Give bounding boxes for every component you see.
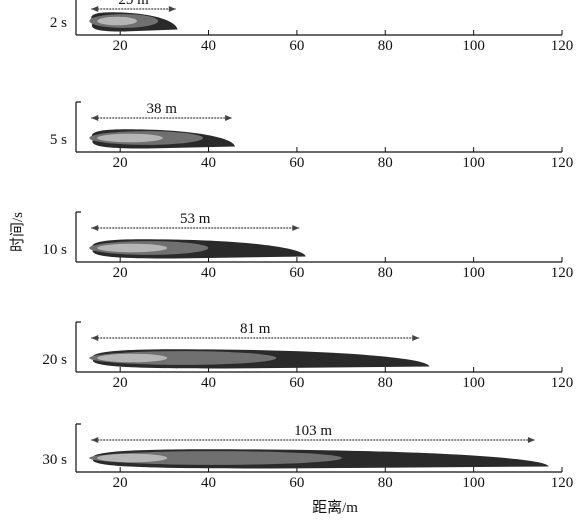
- x-tick-label: 120: [551, 475, 574, 491]
- panel-3: 20 40 60 80 100 120 20 s 81 m: [42, 321, 573, 391]
- distance-arrowhead-left: [91, 115, 99, 121]
- x-axis-label: 距离/m: [312, 499, 358, 516]
- distance-arrowhead-right: [292, 225, 300, 231]
- x-tick-label: 120: [551, 375, 574, 391]
- x-tick-label: 40: [201, 375, 216, 391]
- time-label: 2 s: [50, 15, 67, 31]
- x-tick-label: 100: [462, 265, 485, 281]
- x-tick-label: 80: [378, 38, 393, 54]
- x-tick-label: 60: [289, 375, 304, 391]
- x-tick-label: 20: [113, 265, 128, 281]
- x-tick-label: 60: [289, 38, 304, 54]
- distance-arrowhead-left: [91, 335, 99, 341]
- cloud-core: [97, 133, 163, 143]
- distance-arrowhead-left: [91, 6, 99, 12]
- y-axis-label: 时间/s: [9, 212, 26, 252]
- x-tick-label: 20: [113, 38, 128, 54]
- cloud-core: [97, 16, 138, 26]
- distance-arrowhead-right: [412, 335, 420, 341]
- x-tick-label: 100: [462, 475, 485, 491]
- x-tick-label: 40: [201, 155, 216, 171]
- time-label: 5 s: [50, 132, 67, 148]
- x-tick-label: 40: [201, 265, 216, 281]
- x-tick-label: 120: [551, 155, 574, 171]
- distance-arrowhead-right: [168, 6, 176, 12]
- panel-1: 20 40 60 80 100 120 5 s 38 m: [50, 101, 573, 171]
- panel-4: 20 40 60 80 100 120 30 s 103 m: [42, 423, 573, 491]
- time-label: 30 s: [42, 452, 67, 468]
- distance-arrowhead-left: [91, 437, 99, 443]
- cloud-core: [97, 353, 168, 363]
- x-tick-label: 20: [113, 155, 128, 171]
- x-tick-label: 100: [462, 38, 485, 54]
- panel-0: 20 40 60 80 100 120 2 s 25 m: [50, 0, 573, 54]
- x-tick-label: 40: [201, 475, 216, 491]
- x-tick-label: 80: [378, 265, 393, 281]
- x-tick-label: 20: [113, 375, 128, 391]
- x-tick-label: 60: [289, 155, 304, 171]
- distance-arrowhead-right: [527, 437, 535, 443]
- x-tick-label: 100: [462, 375, 485, 391]
- x-tick-label: 60: [289, 475, 304, 491]
- distance-label: 103 m: [294, 423, 332, 439]
- x-tick-label: 100: [462, 155, 485, 171]
- x-tick-label: 40: [201, 38, 216, 54]
- cloud-core: [97, 453, 168, 463]
- x-tick-label: 80: [378, 375, 393, 391]
- distance-label: 53 m: [180, 211, 211, 227]
- x-tick-label: 80: [378, 475, 393, 491]
- x-tick-label: 120: [551, 38, 574, 54]
- x-tick-label: 60: [289, 265, 304, 281]
- time-label: 10 s: [42, 242, 67, 258]
- panels-group: 20 40 60 80 100 120 2 s 25 m 20 40 60 80 100 120 5 s 38…: [42, 0, 573, 491]
- x-tick-label: 80: [378, 155, 393, 171]
- distance-label: 38 m: [146, 101, 177, 117]
- cloud-core: [97, 243, 168, 253]
- distance-label: 81 m: [240, 321, 271, 337]
- time-label: 20 s: [42, 352, 67, 368]
- panel-2: 20 40 60 80 100 120 10 s 53 m: [42, 211, 573, 281]
- distance-label: 25 m: [118, 0, 149, 8]
- distance-arrowhead-left: [91, 225, 99, 231]
- x-tick-label: 120: [551, 265, 574, 281]
- distance-arrowhead-right: [225, 115, 233, 121]
- x-tick-label: 20: [113, 475, 128, 491]
